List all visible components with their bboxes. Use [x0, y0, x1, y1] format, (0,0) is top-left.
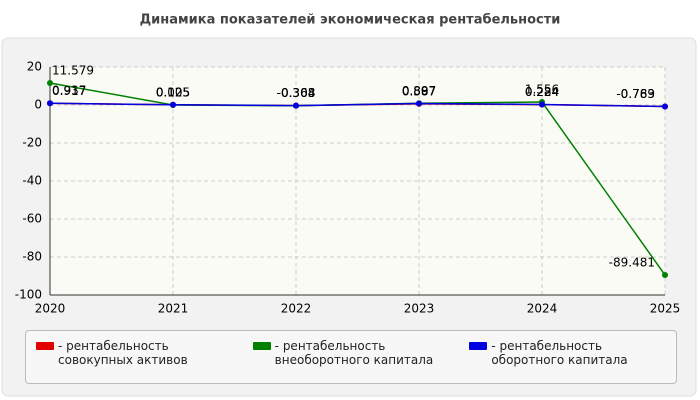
legend-item[interactable]: - рентабельность оборотного капитала — [459, 331, 676, 383]
data-label: -0.304 — [277, 86, 316, 100]
legend-label: - рентабельность оборотного капитала — [491, 339, 628, 367]
data-label: 0.587 — [402, 84, 436, 98]
data-label: -0.303 — [277, 86, 316, 100]
data-label: 0.284 — [525, 85, 559, 99]
data-label: 0.807 — [402, 84, 436, 98]
x-tick-label: 2022 — [281, 302, 312, 316]
legend-label: - рентабельность внеоборотного капитала — [274, 339, 434, 367]
data-point — [662, 103, 668, 110]
series-line — [49, 102, 666, 108]
data-point — [662, 272, 668, 279]
y-tick-label: 0 — [34, 98, 42, 112]
legend-label: - рентабельность совокупных активов — [58, 339, 188, 367]
x-tick-label: 2025 — [650, 302, 681, 316]
x-tick-label: 2020 — [35, 302, 66, 316]
data-label: 0.897 — [402, 84, 436, 98]
data-label: 0.224 — [525, 85, 559, 99]
data-label: 0.025 — [156, 85, 190, 99]
legend-swatch — [252, 342, 271, 350]
y-tick-label: 20 — [27, 60, 42, 74]
data-label: 0.917 — [52, 84, 86, 98]
data-point — [293, 102, 299, 109]
y-tick-label: -60 — [22, 212, 42, 226]
data-label: 11.579 — [52, 63, 94, 77]
x-tick-label: 2024 — [527, 302, 558, 316]
legend-swatch — [36, 342, 54, 350]
x-tick-label: 2021 — [158, 302, 189, 316]
data-point — [170, 101, 176, 108]
y-tick-label: -20 — [22, 136, 42, 150]
data-point — [416, 100, 422, 107]
data-point — [539, 101, 545, 108]
legend: - рентабельность совокупных активов - рен… — [25, 330, 677, 384]
data-label: 0.125 — [156, 85, 190, 99]
data-label: -0.368 — [277, 86, 316, 100]
x-tick-label: 2023 — [404, 302, 435, 316]
chart-title: Динамика показателей экономическая рента… — [140, 13, 561, 28]
y-tick-label: -80 — [22, 250, 42, 264]
y-tick-label: -40 — [22, 174, 42, 188]
data-label: 1.556 — [525, 83, 559, 97]
data-label: -0.789 — [616, 87, 655, 101]
legend-item[interactable]: - рентабельность внеоборотного капитала — [243, 331, 460, 383]
data-point — [47, 100, 53, 107]
data-label: -0.763 — [616, 87, 655, 101]
data-label: -89.481 — [609, 256, 655, 270]
legend-swatch — [469, 342, 488, 350]
legend-item[interactable]: - рентабельность совокупных активов — [26, 331, 243, 383]
y-tick-label: -100 — [15, 288, 42, 302]
data-point — [47, 79, 53, 86]
data-label: 0.105 — [156, 85, 190, 99]
